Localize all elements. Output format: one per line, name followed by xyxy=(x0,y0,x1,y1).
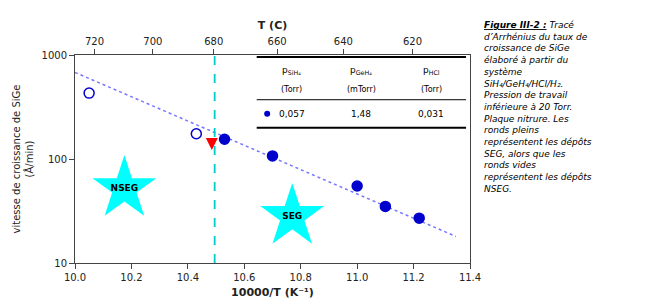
svg-text:0,057: 0,057 xyxy=(279,109,305,119)
svg-text:11.2: 11.2 xyxy=(402,272,424,283)
svg-text:NSEG: NSEG xyxy=(111,183,139,193)
svg-text:660: 660 xyxy=(268,36,287,47)
svg-text:1,48: 1,48 xyxy=(351,109,371,119)
svg-text:p​HCl​: p​HCl​ xyxy=(423,65,440,76)
svg-text:720: 720 xyxy=(85,36,104,47)
svg-text:10.6: 10.6 xyxy=(233,272,255,283)
svg-text:10: 10 xyxy=(54,258,67,269)
svg-text:10.0: 10.0 xyxy=(64,272,86,283)
svg-text:1000: 1000 xyxy=(42,50,67,61)
svg-text:11.0: 11.0 xyxy=(346,272,368,283)
svg-text:680: 680 xyxy=(204,36,223,47)
svg-text:0,031: 0,031 xyxy=(418,109,444,119)
svg-text:p​GeH₄​: p​GeH₄​ xyxy=(350,65,372,76)
svg-text:(mTorr): (mTorr) xyxy=(347,85,376,94)
svg-text:SEG: SEG xyxy=(282,211,302,221)
svg-text:(Torr): (Torr) xyxy=(421,85,442,94)
svg-text:100: 100 xyxy=(48,154,67,165)
svg-text:620: 620 xyxy=(403,36,422,47)
svg-text:vitesse de croissance de SiGe(: vitesse de croissance de SiGe(Å/min) xyxy=(11,85,35,234)
svg-text:10000/T (K⁻¹): 10000/T (K⁻¹) xyxy=(231,286,314,299)
svg-text:10.2: 10.2 xyxy=(120,272,142,283)
svg-text:T (C): T (C) xyxy=(258,19,287,32)
svg-text:640: 640 xyxy=(334,36,353,47)
svg-text:Figure III-2 : Tracéd’Arrhéniu: Figure III-2 : Tracéd’Arrhénius du taux … xyxy=(484,20,592,194)
svg-text:10.4: 10.4 xyxy=(177,272,199,283)
svg-text:(Torr): (Torr) xyxy=(281,85,302,94)
svg-text:p​SiH₄​: p​SiH₄​ xyxy=(282,65,301,76)
svg-text:11.4: 11.4 xyxy=(459,272,481,283)
svg-text:10.8: 10.8 xyxy=(290,272,312,283)
svg-text:700: 700 xyxy=(143,36,162,47)
